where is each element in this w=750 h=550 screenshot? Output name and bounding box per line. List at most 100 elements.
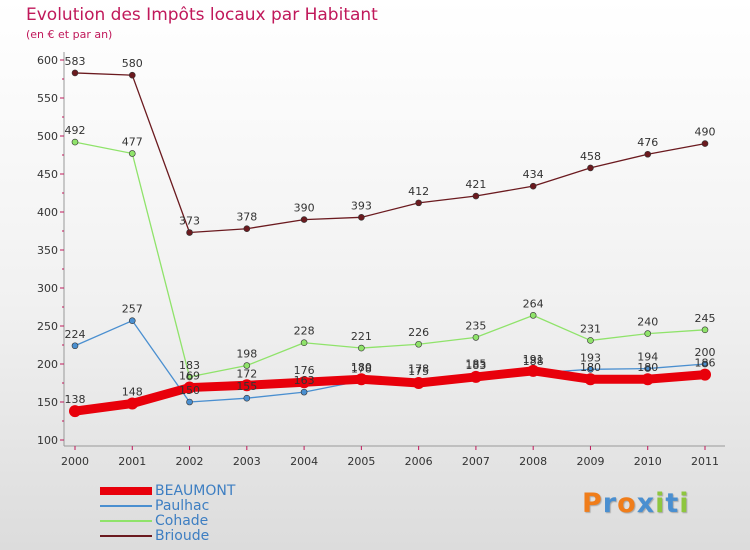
data-label-cohade: 226 xyxy=(408,326,429,339)
data-point-beaumont xyxy=(298,376,311,389)
data-point-cohade xyxy=(71,138,79,146)
data-label-paulhac: 163 xyxy=(294,374,315,387)
x-tick-label: 2007 xyxy=(462,455,490,468)
y-tick-label: 350 xyxy=(37,244,58,257)
data-label-brioude: 412 xyxy=(408,185,429,198)
data-point-cohade xyxy=(128,150,136,157)
series-line-beaumont xyxy=(70,366,710,416)
data-point-beaumont xyxy=(355,373,368,386)
data-point-cohade xyxy=(300,339,308,347)
data-label-cohade: 231 xyxy=(580,322,601,335)
data-label-brioude: 458 xyxy=(580,150,601,163)
data-point-beaumont xyxy=(699,368,711,381)
x-tick-label: 2006 xyxy=(405,455,433,468)
series-line-brioude xyxy=(74,72,706,234)
data-point-beaumont xyxy=(469,370,482,383)
data-label-paulhac: 178 xyxy=(351,363,372,376)
data-label-beaumont: 180 xyxy=(637,361,658,374)
data-label-brioude: 434 xyxy=(523,168,544,181)
data-label-beaumont: 186 xyxy=(695,357,716,370)
x-tick-label: 2004 xyxy=(290,455,318,468)
x-tick-label: 2009 xyxy=(576,455,604,468)
data-point-beaumont xyxy=(183,381,196,394)
data-point-paulhac xyxy=(644,365,652,372)
logo-letter: x xyxy=(636,488,656,519)
y-tick-label: 200 xyxy=(37,358,58,371)
data-label-brioude: 583 xyxy=(65,55,86,68)
data-label-cohade: 198 xyxy=(236,348,257,361)
data-point-beaumont xyxy=(527,364,540,377)
y-tick-label: 150 xyxy=(37,396,58,409)
legend-label: Paulhac xyxy=(155,498,210,514)
data-point-paulhac xyxy=(300,388,308,396)
line-chart: 100 150 200 250 300 350 400 450 500 550 600 2000 200… xyxy=(37,52,725,468)
data-point-paulhac xyxy=(71,342,79,350)
x-tick-label: 2010 xyxy=(634,455,662,468)
data-point-paulhac xyxy=(186,398,193,406)
y-tick-label: 250 xyxy=(37,320,58,333)
data-label-paulhac: 188 xyxy=(523,355,544,368)
data-label-beaumont: 183 xyxy=(465,359,486,372)
data-point-beaumont xyxy=(641,373,654,386)
legend-swatch xyxy=(100,535,152,537)
data-point-paulhac xyxy=(243,394,251,402)
proxiti-logo: Proxiti xyxy=(582,488,690,519)
data-label-cohade: 245 xyxy=(695,312,716,325)
legend-swatch xyxy=(100,520,152,522)
data-label-paulhac: 185 xyxy=(465,357,486,370)
data-point-cohade xyxy=(587,337,594,344)
data-label-brioude: 393 xyxy=(351,199,372,212)
legend-swatch xyxy=(100,505,152,507)
data-label-beaumont: 175 xyxy=(408,365,429,378)
data-label-paulhac: 155 xyxy=(236,380,257,393)
data-label-paulhac: 150 xyxy=(179,384,200,397)
y-tick-label: 100 xyxy=(37,434,58,447)
data-label-brioude: 390 xyxy=(294,202,315,215)
chart-title: Evolution des Impôts locaux par Habitant xyxy=(26,5,378,25)
y-tick-label: 550 xyxy=(37,92,58,105)
data-label-cohade: 228 xyxy=(294,325,315,338)
data-point-brioude xyxy=(644,150,652,158)
data-label-beaumont: 176 xyxy=(294,364,315,377)
data-point-beaumont xyxy=(412,377,425,389)
x-tick-label: 2002 xyxy=(176,455,204,468)
data-label-cohade: 183 xyxy=(179,359,200,372)
data-label-beaumont: 148 xyxy=(122,386,143,399)
legend-label: BEAUMONT xyxy=(155,483,236,499)
logo-letter: o xyxy=(617,488,637,519)
data-point-brioude xyxy=(529,182,537,190)
data-point-brioude xyxy=(701,140,709,147)
data-point-brioude xyxy=(415,199,422,207)
data-label-cohade: 492 xyxy=(65,124,86,137)
data-label-paulhac: 224 xyxy=(65,328,86,341)
data-point-brioude xyxy=(243,225,251,233)
data-point-beaumont xyxy=(69,405,81,418)
data-label-brioude: 373 xyxy=(179,215,200,228)
logo-letter: r xyxy=(602,488,618,519)
data-label-beaumont: 191 xyxy=(523,353,544,366)
data-label-paulhac: 194 xyxy=(637,351,658,364)
data-label-cohade: 235 xyxy=(465,319,486,332)
x-tick-label: 2003 xyxy=(233,455,261,468)
data-point-brioude xyxy=(358,214,365,221)
logo-letter: P xyxy=(582,488,603,519)
data-point-brioude xyxy=(587,164,594,172)
legend-label: Brioude xyxy=(155,528,210,544)
y-tick-label: 500 xyxy=(37,130,58,143)
data-label-beaumont: 172 xyxy=(236,367,257,380)
data-label-paulhac: 257 xyxy=(122,303,143,316)
data-label-brioude: 580 xyxy=(122,57,143,70)
data-label-beaumont: 180 xyxy=(580,361,601,374)
data-point-cohade xyxy=(186,373,193,381)
data-point-cohade xyxy=(415,340,422,348)
x-tick-label: 2001 xyxy=(118,455,146,468)
logo-letter: t xyxy=(665,488,680,519)
legend-swatch xyxy=(100,487,152,495)
data-label-cohade: 477 xyxy=(122,135,143,148)
data-point-beaumont xyxy=(126,397,139,410)
data-label-paulhac: 200 xyxy=(695,346,716,359)
data-point-beaumont xyxy=(584,373,597,386)
y-tick-label: 400 xyxy=(37,206,58,219)
x-tick-label: 2008 xyxy=(519,455,547,468)
